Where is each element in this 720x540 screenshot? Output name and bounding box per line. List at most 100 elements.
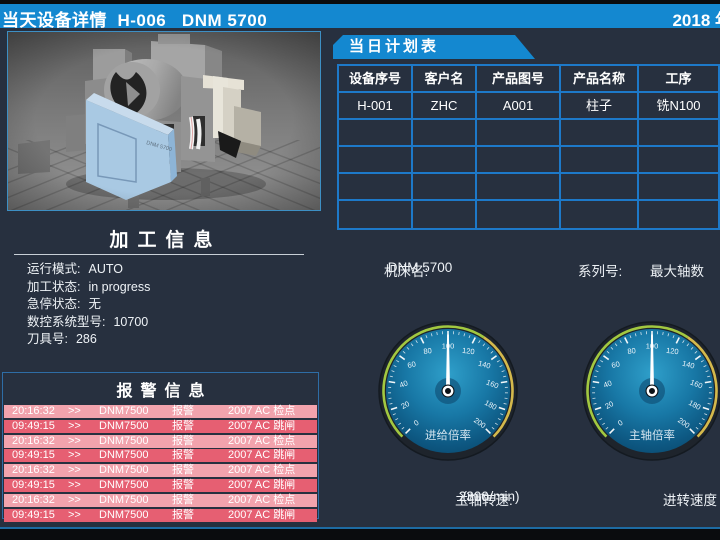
alarm-row[interactable]: 09:49:15 >> DNM7500 报警 2007 AC 跳闸 — [4, 478, 317, 492]
alarm-row[interactable]: 20:16:32 >> DNM7500 报警 2007 AC 检点 — [4, 493, 317, 507]
info-label: 加工状态: — [27, 279, 81, 294]
table-cell — [639, 201, 718, 228]
svg-text:20: 20 — [399, 399, 411, 411]
alarm-time: 09:49:15 — [12, 508, 55, 521]
gauge-spindle-override: 020406080100120140160180200 主轴倍率 — [582, 321, 720, 461]
machine-image-panel: DNM 5700 — [7, 31, 321, 211]
table-cell — [339, 174, 413, 201]
bottom-divider — [0, 527, 720, 529]
alarm-row[interactable]: 20:16:32 >> DNM7500 报警 2007 AC 检点 — [4, 464, 317, 478]
svg-text:80: 80 — [627, 346, 636, 356]
alarm-row[interactable]: 09:49:15 >> DNM7500 报警 2007 AC 跳闸 — [4, 508, 317, 522]
alarm-device: DNM7500 — [99, 508, 149, 521]
table-cell — [413, 201, 477, 228]
gauge-arc — [586, 325, 718, 438]
table-cell: ZHC — [413, 93, 477, 120]
alarm-device: DNM7500 — [99, 493, 149, 506]
date-label: 2018 年 — [672, 11, 720, 30]
info-value: 无 — [88, 297, 101, 312]
svg-text:40: 40 — [602, 378, 613, 389]
table-cell: 柱子 — [561, 93, 639, 120]
table-cell — [477, 120, 561, 147]
alarm-arrow: >> — [68, 434, 81, 447]
svg-text:120: 120 — [462, 346, 476, 356]
alarm-time: 20:16:32 — [12, 405, 55, 417]
info-label: 急停状态: — [27, 297, 81, 312]
alarm-info-title: 报警信息 — [116, 383, 213, 400]
alarm-device: DNM7500 — [99, 478, 149, 491]
alarm-type: 报警 — [172, 508, 194, 521]
alarm-row[interactable]: 20:16:32 >> DNM7500 报警 2007 AC 检点 — [4, 405, 317, 418]
table-cell — [477, 147, 561, 174]
alarm-device: DNM7500 — [99, 449, 149, 462]
info-value: AUTO — [88, 262, 123, 276]
alarm-device: DNM7500 — [99, 464, 149, 477]
gauge-feed-override: 020406080100120140160180200 进给倍率 — [378, 321, 518, 461]
machine-3d-render: DNM 5700 — [8, 32, 320, 210]
gauge-ticks — [592, 331, 712, 434]
svg-text:80: 80 — [423, 346, 432, 356]
table-cell: 铣N100 — [639, 93, 718, 120]
alarm-arrow: >> — [68, 493, 81, 506]
alarm-row[interactable]: 09:49:15 >> DNM7500 报警 2007 AC 跳闸 — [4, 419, 317, 433]
top-black-bar — [0, 0, 720, 4]
alarm-arrow: >> — [68, 508, 81, 521]
alarm-type: 报警 — [172, 478, 194, 491]
alarm-message: 2007 AC 检点 — [228, 405, 296, 417]
alarm-arrow: >> — [68, 478, 81, 491]
table-cell — [639, 147, 718, 174]
alarm-time: 20:16:32 — [12, 493, 55, 506]
table-cell — [339, 201, 413, 228]
alarm-message: 2007 AC 跳闸 — [228, 449, 296, 462]
info-row: 刀具号: 286 — [27, 331, 150, 349]
main-panel: DNM 5700 加工信息 运行模式: AUTO 加工状态: in progress… — [0, 28, 720, 527]
alarm-arrow: >> — [68, 449, 81, 462]
info-row: 数控系统型号: 10700 — [27, 314, 150, 332]
machine-name: 机床名: DNM 5700 — [384, 260, 453, 279]
column-header: 设备序号 — [339, 66, 413, 93]
info-label: 运行模式: — [27, 262, 81, 276]
table-cell — [561, 147, 639, 174]
table-cell — [561, 120, 639, 147]
alarm-info-panel: 报警信息 20:16:32 >> DNM7500 报警 2007 AC 检点 09:49… — [2, 372, 319, 522]
alarm-time: 09:49:15 — [12, 419, 55, 432]
column-header: 产品名称 — [561, 66, 639, 93]
alarm-time: 09:49:15 — [12, 478, 55, 491]
table-cell — [413, 120, 477, 147]
svg-text:120: 120 — [666, 346, 680, 356]
table-cell — [639, 120, 718, 147]
column-header: 产品图号 — [477, 66, 561, 93]
alarm-device: DNM7500 — [99, 405, 149, 417]
info-value: 286 — [75, 332, 97, 347]
alarm-list: 20:16:32 >> DNM7500 报警 2007 AC 检点 09:49:15 >>… — [3, 405, 318, 522]
divider — [14, 254, 304, 255]
gauge-needle — [445, 334, 451, 397]
table-cell — [413, 147, 477, 174]
alarm-type: 报警 — [172, 419, 194, 432]
svg-text:140: 140 — [681, 359, 695, 371]
tab-daily-plan[interactable]: 当日计划表 — [333, 35, 535, 59]
alarm-type: 报警 — [172, 449, 194, 462]
title-bar: 当天设备详情 H-006 DNM 5700 2018 年 — [0, 4, 720, 30]
info-value: 10700 — [113, 314, 149, 329]
svg-text:160: 160 — [689, 378, 704, 391]
alarm-time: 20:16:32 — [12, 434, 55, 447]
alarm-device: DNM7500 — [99, 434, 149, 447]
column-header: 工序 — [639, 66, 718, 93]
table-cell — [339, 120, 413, 147]
alarm-type: 报警 — [172, 434, 194, 447]
info-row: 急停状态: 无 — [27, 296, 150, 314]
alarm-message: 2007 AC 检点 — [228, 464, 296, 477]
info-value: in progress — [88, 279, 151, 294]
alarm-type: 报警 — [172, 464, 194, 477]
alarm-row[interactable]: 20:16:32 >> DNM7500 报警 2007 AC 检点 — [4, 434, 317, 448]
alarm-message: 2007 AC 检点 — [228, 434, 296, 447]
alarm-arrow: >> — [68, 405, 81, 417]
info-row: 加工状态: in progress — [27, 279, 150, 297]
gauge-ticks — [388, 331, 508, 434]
column-header: 客户名 — [413, 66, 477, 93]
svg-text:0: 0 — [616, 418, 625, 428]
alarm-device: DNM7500 — [99, 419, 149, 432]
svg-text:20: 20 — [603, 399, 615, 411]
alarm-row[interactable]: 09:49:15 >> DNM7500 报警 2007 AC 跳闸 — [4, 449, 317, 463]
